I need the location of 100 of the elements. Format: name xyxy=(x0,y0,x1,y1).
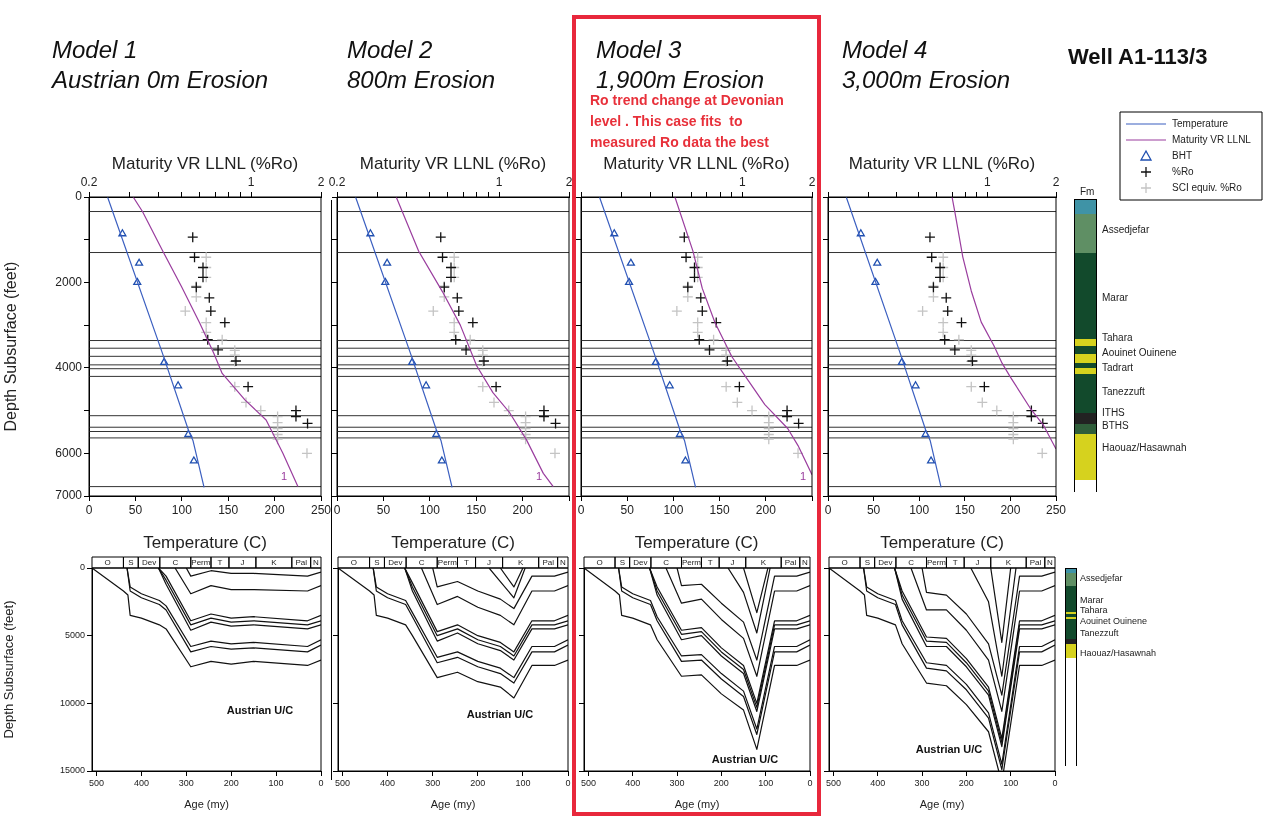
x2-tick-label: 1 xyxy=(247,175,255,190)
text: S xyxy=(619,558,625,568)
legend-label: BHT xyxy=(1172,149,1192,161)
x-axis-title: Age (my) xyxy=(919,798,965,811)
text: Assedjefar xyxy=(1102,224,1150,236)
text: N xyxy=(559,558,566,568)
x-tick-label: 50 xyxy=(866,502,881,517)
x2-tick-label: 2 xyxy=(565,175,573,190)
y-axis-title: Depth Subsurface (feet) xyxy=(2,261,20,432)
x-axis-title: Temperature (C) xyxy=(391,533,515,553)
text: Tanezzuft xyxy=(1080,628,1119,639)
text: Perm xyxy=(437,558,458,568)
x-tick-label: 200 xyxy=(1000,502,1021,517)
annotation: 1 xyxy=(799,470,807,482)
x-axis-title: Age (my) xyxy=(430,798,476,811)
x-tick-label: 200 xyxy=(755,502,777,517)
y-tick-label: 2000 xyxy=(55,274,83,289)
x-tick-label: 0 xyxy=(807,777,813,788)
text: Pal xyxy=(1029,558,1042,568)
annotation: Austrian U/C xyxy=(915,743,983,755)
x-tick-label: 300 xyxy=(178,777,194,788)
x2-axis-title: Maturity VR LLNL (%Ro) xyxy=(359,153,547,173)
x-tick-label: 100 xyxy=(515,777,531,788)
text: Pal xyxy=(784,558,797,568)
text: Pal xyxy=(542,558,555,568)
x-tick-label: 300 xyxy=(669,777,685,788)
text: S xyxy=(864,558,870,568)
text: K xyxy=(1005,558,1012,568)
text: J xyxy=(975,558,980,568)
text: Tadrart xyxy=(1102,362,1134,374)
x-tick-label: 150 xyxy=(709,502,730,517)
x-tick-label: 100 xyxy=(758,777,774,788)
x2-axis-title: Maturity VR LLNL (%Ro) xyxy=(111,153,299,173)
text: O xyxy=(596,558,603,568)
legend-label: %Ro xyxy=(1172,165,1195,177)
text: Assedjefar xyxy=(1080,573,1123,584)
text: N xyxy=(1047,558,1054,568)
x2-tick-label: 1 xyxy=(495,175,503,190)
annotation: 1 xyxy=(280,470,288,482)
x-tick-label: 300 xyxy=(914,777,930,788)
text: J xyxy=(487,558,492,568)
x-tick-label: 300 xyxy=(425,777,441,788)
text: C xyxy=(663,558,670,568)
chart-subtitle: 800m Erosion xyxy=(347,66,496,94)
annotation: Austrian U/C xyxy=(226,704,294,716)
text: K xyxy=(271,558,278,568)
annotation: Austrian U/C xyxy=(711,753,779,765)
text: Dev xyxy=(633,558,648,568)
x-tick-label: 400 xyxy=(625,777,641,788)
x-tick-label: 200 xyxy=(512,502,533,517)
text: K xyxy=(760,558,767,568)
text: Ro trend change at Devonian level . This case fits to measured Ro data the best xyxy=(590,91,785,152)
x-tick-label: 50 xyxy=(620,502,635,517)
x-tick-label: 100 xyxy=(663,502,684,517)
x-axis-title: Age (my) xyxy=(184,798,229,811)
text: J xyxy=(240,558,245,568)
text: Dev xyxy=(388,558,403,568)
text: C xyxy=(172,558,179,568)
x2-axis-title: Maturity VR LLNL (%Ro) xyxy=(603,153,790,173)
x-tick-label: 200 xyxy=(470,777,486,788)
x-axis-title: Age (my) xyxy=(674,798,720,811)
x2-tick-label: 2 xyxy=(808,175,816,190)
text: Well A1-113/3 xyxy=(1068,44,1208,70)
x-tick-label: 0 xyxy=(333,502,341,517)
x-tick-label: 200 xyxy=(713,777,729,788)
text: Tahara xyxy=(1080,605,1108,616)
text: T xyxy=(217,558,223,568)
annotation: Austrian U/C xyxy=(466,708,534,720)
text: Perm xyxy=(191,558,211,568)
x-tick-label: 500 xyxy=(334,777,351,788)
text: BTHS xyxy=(1102,420,1129,432)
x-tick-label: 200 xyxy=(264,502,285,517)
x-tick-label: 500 xyxy=(580,777,596,788)
x-tick-label: 150 xyxy=(466,502,487,517)
x-tick-label: 50 xyxy=(128,502,143,517)
legend-label: Temperature xyxy=(1172,117,1229,129)
text: C xyxy=(418,558,425,568)
x-tick-label: 0 xyxy=(565,777,571,788)
chart-title: Model 1 xyxy=(52,36,138,64)
legend-label: Maturity VR LLNL xyxy=(1172,133,1252,145)
text: K xyxy=(517,558,524,568)
x-tick-label: 250 xyxy=(310,502,332,517)
text: Haouaz/Hasawnah xyxy=(1080,648,1157,659)
chart-title: Model 4 xyxy=(842,36,928,64)
chart-title: Model 3 xyxy=(596,36,682,64)
x2-tick-label: 0.2 xyxy=(80,175,98,190)
y-axis-title: Depth Subsurface (feet) xyxy=(1,600,17,739)
text: Tahara xyxy=(1102,332,1133,344)
text: N xyxy=(312,558,319,568)
text: C xyxy=(908,558,915,568)
y-tick-label: 4000 xyxy=(55,360,83,375)
x2-tick-label: 0.2 xyxy=(328,175,346,190)
text: N xyxy=(802,558,809,568)
x-tick-label: 0 xyxy=(824,502,832,517)
x2-tick-label: 1 xyxy=(984,175,992,190)
x-tick-label: 200 xyxy=(223,777,239,788)
text: Dev xyxy=(878,558,893,568)
y-tick-label: 6000 xyxy=(55,445,83,460)
x-tick-label: 400 xyxy=(380,777,396,788)
legend-label: SCI equiv. %Ro xyxy=(1172,181,1243,193)
